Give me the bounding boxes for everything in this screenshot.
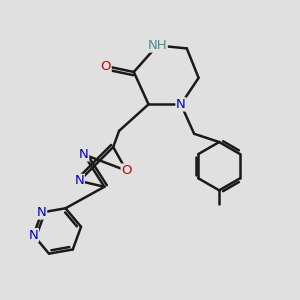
Text: O: O (100, 60, 111, 73)
Text: NH: NH (148, 39, 167, 52)
Text: N: N (37, 206, 46, 219)
Text: O: O (121, 164, 132, 177)
Text: N: N (28, 229, 38, 242)
Text: N: N (74, 174, 84, 188)
Text: N: N (176, 98, 186, 111)
Text: N: N (79, 148, 88, 161)
